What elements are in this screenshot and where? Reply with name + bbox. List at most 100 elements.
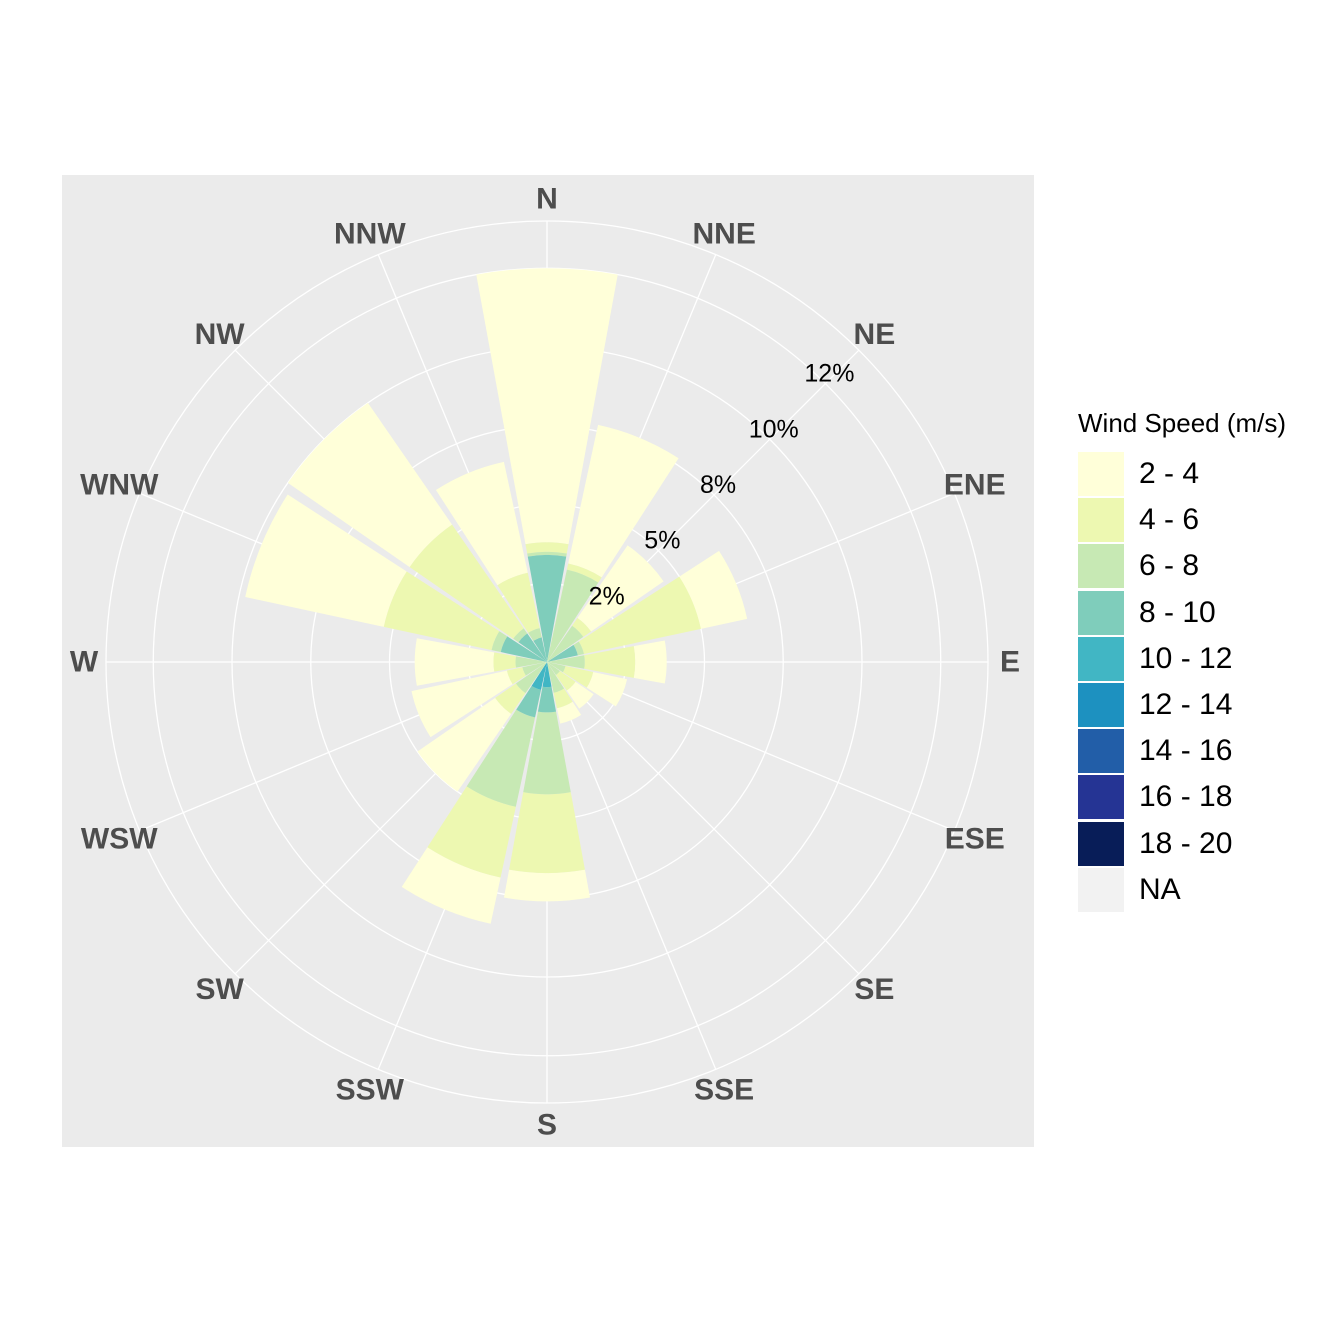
bar-sse-bin-2 xyxy=(553,688,573,709)
bar-w-bin-3 xyxy=(515,656,547,668)
bar-nne-bin-2 xyxy=(566,563,602,583)
bar-s-bin-1 xyxy=(503,869,591,902)
bar-wnw-bin-1 xyxy=(245,494,407,627)
legend-key-swatch xyxy=(1078,683,1124,728)
ring-label: 10% xyxy=(749,415,799,443)
legend-key-swatch xyxy=(1078,452,1124,497)
bar-nnw-bin-1 xyxy=(435,461,528,586)
grid-spoke xyxy=(546,661,860,975)
bar-n-bin-3 xyxy=(527,551,567,557)
bar-nw-bin-1 xyxy=(287,402,453,568)
bar-ese-bin-1 xyxy=(586,671,628,707)
legend-entry: 12 - 14 xyxy=(1078,682,1286,728)
legend-entry: 4 - 6 xyxy=(1078,497,1286,543)
bar-nne-bin-3 xyxy=(547,569,599,662)
direction-label-wsw: WSW xyxy=(81,823,158,856)
direction-labels: N NNE NE ENE E ESE SE SSE S SSW SW WSW W WNW NW NNW xyxy=(70,183,1020,1142)
legend-entry: 18 - 20 xyxy=(1078,821,1286,867)
direction-label-wnw: WNW xyxy=(80,468,159,501)
bar-s-bin-3 xyxy=(523,711,571,795)
bar-nw-bin-2 xyxy=(409,524,524,639)
direction-label-nnw: NNW xyxy=(334,218,406,251)
bar-wnw-bin-3 xyxy=(491,631,508,653)
bar-nw-bin-4 xyxy=(518,633,547,662)
legend-label: 2 - 4 xyxy=(1139,457,1200,491)
direction-label-sse: SSE xyxy=(694,1073,754,1106)
wind-bars xyxy=(245,268,748,924)
bar-se-bin-2 xyxy=(555,670,576,691)
direction-label-w: W xyxy=(70,646,99,679)
direction-label-ssw: SSW xyxy=(336,1073,405,1106)
bar-wnw-bin-4 xyxy=(500,636,547,662)
bar-n-bin-4 xyxy=(527,554,567,662)
bar-nnw-bin-3 xyxy=(528,628,542,641)
legend-entry: NA xyxy=(1078,867,1286,913)
bar-ne-bin-3 xyxy=(547,625,584,662)
legend-entry: 10 - 12 xyxy=(1078,636,1286,682)
bar-sw-bin-3 xyxy=(515,662,547,694)
direction-label-ene: ENE xyxy=(944,468,1006,501)
bar-sse-bin-1 xyxy=(556,701,582,724)
legend-key-swatch xyxy=(1078,867,1124,912)
bar-ese-bin-2 xyxy=(562,665,594,688)
ring-label: 2% xyxy=(589,582,625,610)
bar-se-bin-1 xyxy=(566,681,594,709)
bar-ssw-bin-3 xyxy=(466,709,536,807)
bar-ene-bin-2 xyxy=(578,576,701,655)
direction-label-nne: NNE xyxy=(693,218,756,251)
bar-ssw-bin-5 xyxy=(531,662,547,690)
ring-label: 12% xyxy=(804,360,854,388)
legend-key-swatch xyxy=(1078,729,1124,774)
legend-label: 4 - 6 xyxy=(1139,503,1200,537)
bar-sw-bin-2 xyxy=(495,683,526,714)
legend-key-swatch xyxy=(1078,498,1124,543)
bar-ene-bin-4 xyxy=(547,644,578,662)
legend: Wind Speed (m/s) 2 - 4 4 - 6 6 - 8 8 - 10 10… xyxy=(1078,408,1286,913)
bar-ssw-bin-1 xyxy=(401,847,501,924)
legend-entries: 2 - 4 4 - 6 6 - 8 8 - 10 10 - 12 12 - 14 14 - … xyxy=(1078,451,1286,913)
bar-sse-bin-3 xyxy=(547,662,565,693)
legend-label: 18 - 20 xyxy=(1139,826,1233,860)
legend-label: 10 - 12 xyxy=(1139,641,1233,675)
direction-label-s: S xyxy=(537,1109,557,1142)
bar-s-bin-5 xyxy=(542,662,552,688)
bar-wsw-bin-1 xyxy=(411,670,513,738)
legend-title: Wind Speed (m/s) xyxy=(1078,408,1287,438)
bar-nne-bin-1 xyxy=(568,424,679,578)
legend-label: 12 - 14 xyxy=(1139,688,1233,722)
bar-e-bin-2 xyxy=(584,646,636,678)
grid-spoke xyxy=(546,661,717,1070)
bar-ese-bin-3 xyxy=(547,662,566,673)
ring-labels: 2% 5% 8% 10%12% xyxy=(589,360,855,611)
bar-wsw-bin-3 xyxy=(522,662,547,676)
bar-w-bin-2 xyxy=(493,652,517,672)
bar-wnw-bin-2 xyxy=(383,571,500,651)
legend-label: 14 - 16 xyxy=(1139,734,1233,768)
legend-key-swatch xyxy=(1078,544,1124,589)
bar-se-bin-3 xyxy=(547,662,560,675)
bar-ene-bin-3 xyxy=(573,641,584,656)
bar-ene-bin-1 xyxy=(679,550,748,629)
legend-key-swatch xyxy=(1078,590,1124,635)
bar-ssw-bin-4 xyxy=(516,685,542,718)
bar-w-bin-1 xyxy=(414,638,495,686)
direction-label-se: SE xyxy=(854,973,894,1006)
bar-ne-bin-1 xyxy=(577,545,664,632)
bar-ssw-bin-2 xyxy=(427,786,516,878)
bar-s-bin-2 xyxy=(509,792,585,874)
bar-wsw-bin-2 xyxy=(506,667,526,685)
bar-nnw-bin-2 xyxy=(497,572,540,633)
legend-label: 8 - 10 xyxy=(1139,595,1216,629)
legend-entry: 2 - 4 xyxy=(1078,451,1286,497)
bar-e-bin-3 xyxy=(547,655,585,669)
legend-label: 6 - 8 xyxy=(1139,549,1200,583)
bar-e-bin-1 xyxy=(633,640,667,684)
direction-label-n: N xyxy=(536,183,558,216)
bar-n-bin-1 xyxy=(476,268,618,545)
legend-label: 16 - 18 xyxy=(1139,780,1233,814)
direction-label-nw: NW xyxy=(195,318,246,351)
bar-nnw-bin-4 xyxy=(533,637,547,662)
direction-label-ese: ESE xyxy=(945,823,1005,856)
legend-entry: 6 - 8 xyxy=(1078,543,1286,589)
legend-label: NA xyxy=(1139,872,1181,906)
